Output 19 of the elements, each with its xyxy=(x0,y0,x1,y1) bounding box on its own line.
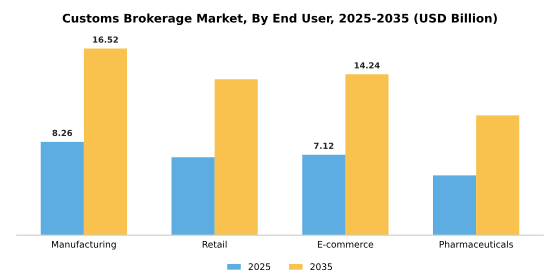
data-label: 8.26 xyxy=(52,130,72,136)
data-label: 7.12 xyxy=(314,142,334,149)
bar xyxy=(302,154,346,236)
legend-label: 2035 xyxy=(310,263,332,270)
bar xyxy=(432,175,476,236)
data-label: 14.24 xyxy=(354,62,380,68)
bar xyxy=(171,157,215,236)
data-label: 16.52 xyxy=(93,36,118,43)
bar xyxy=(476,115,520,236)
bar xyxy=(84,48,128,236)
bar xyxy=(40,142,84,236)
bar xyxy=(345,74,389,236)
x-tick-label: Manufacturing xyxy=(52,240,116,250)
legend-label: 2025 xyxy=(248,263,270,270)
x-tick-label: E-commerce xyxy=(318,241,374,248)
x-tick-label: Retail xyxy=(202,240,227,248)
bar xyxy=(214,79,258,236)
chart-title: Customs Brokerage Market, By End User, 2025-2035 (USD Billion) xyxy=(62,14,497,26)
x-tick-label: Pharmaceuticals xyxy=(440,240,513,248)
